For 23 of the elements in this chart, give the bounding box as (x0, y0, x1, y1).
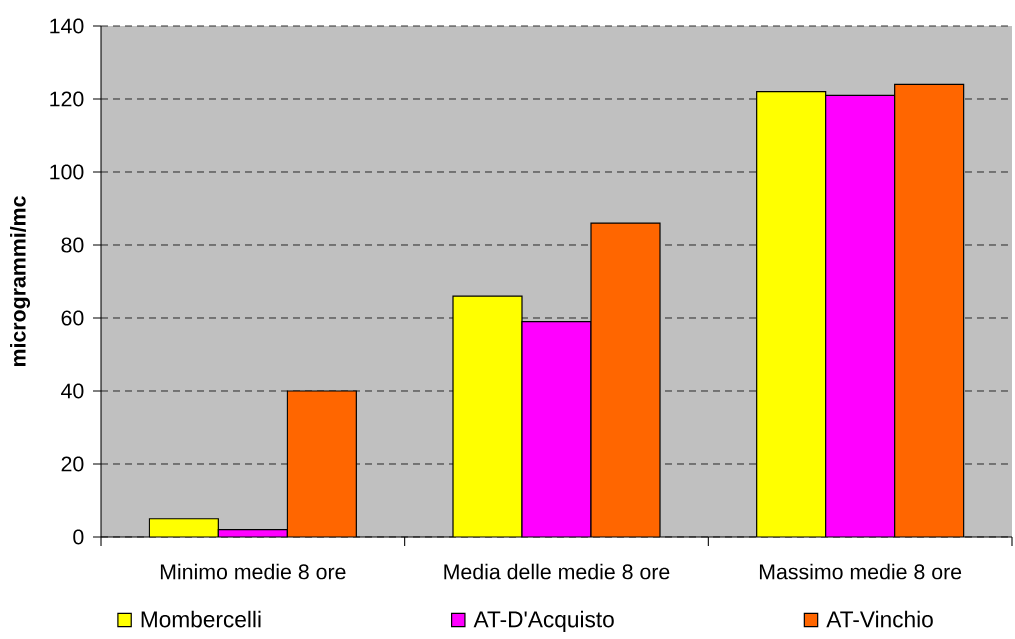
bar (149, 518, 219, 537)
x-tick-label: Minimo medie 8 ore (160, 563, 346, 580)
legend-label: AT-D'Acquisto (473, 610, 614, 632)
y-axis-title: microgrammi/mc (10, 196, 31, 367)
bar (894, 83, 965, 537)
x-tick-label: Media delle medie 8 ore (444, 563, 670, 580)
y-tick-label: 0 (73, 529, 84, 545)
y-tick-label: 100 (50, 164, 84, 180)
bar (591, 223, 660, 537)
bar (287, 390, 357, 537)
legend-label: AT-Vinchio (826, 610, 933, 628)
legend-label: Mombercelli (141, 610, 261, 628)
y-tick-label: 60 (61, 310, 84, 326)
bar (825, 94, 896, 537)
y-tick-label: 20 (61, 456, 84, 472)
bar (453, 296, 522, 537)
bar (756, 91, 827, 537)
y-tick-label: 120 (50, 91, 84, 107)
y-tick-label: 40 (61, 383, 84, 399)
y-tick-label: 80 (61, 237, 84, 253)
x-tick-label: Massimo medie 8 ore (759, 563, 962, 580)
bar (522, 321, 591, 537)
y-tick-label: 140 (50, 18, 84, 34)
